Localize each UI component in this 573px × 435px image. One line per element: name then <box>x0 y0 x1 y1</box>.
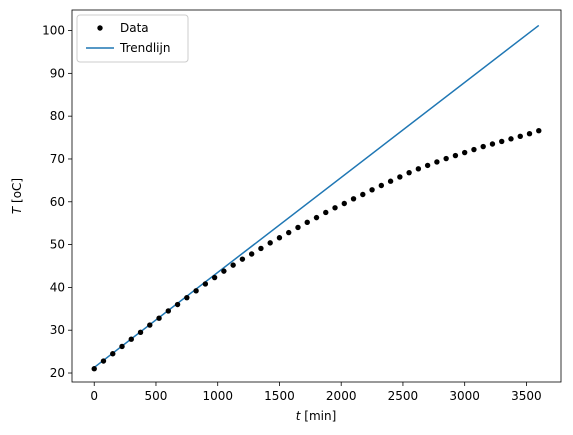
data-point <box>434 159 440 165</box>
data-point <box>480 143 486 150</box>
y-tick-label: 100 <box>42 24 65 38</box>
data-point <box>313 214 320 221</box>
data-point <box>508 136 514 142</box>
legend-marker-data <box>97 25 103 31</box>
plot-frame <box>71 9 562 383</box>
legend-label-data: Data <box>120 21 149 35</box>
data-point <box>239 256 246 262</box>
data-point <box>443 155 449 162</box>
data-point <box>526 131 533 137</box>
data-point <box>304 219 310 226</box>
trendline-layer <box>93 24 540 369</box>
data-point <box>184 294 190 301</box>
data-points-layer <box>91 128 542 372</box>
y-tick-label: 40 <box>50 280 65 294</box>
x-tick-label: 1000 <box>202 389 233 403</box>
x-axis-variable: t <box>296 409 302 423</box>
data-point <box>350 196 357 202</box>
data-point <box>202 281 209 287</box>
data-point <box>471 146 477 153</box>
data-point <box>360 191 366 198</box>
data-point <box>415 166 422 172</box>
x-axis: 0 500 1000 1500 2000 2500 3000 3500 <box>90 382 542 403</box>
data-point <box>258 245 264 252</box>
data-point <box>100 358 107 364</box>
x-tick-label: 3000 <box>449 389 480 403</box>
data-point <box>378 182 385 189</box>
data-point <box>147 322 153 328</box>
y-axis-label: T [oC] <box>10 178 24 214</box>
data-point <box>461 149 468 156</box>
data-point <box>110 351 116 357</box>
data-point <box>221 268 227 274</box>
x-tick-label: 500 <box>145 389 168 403</box>
y-tick-label: 30 <box>50 323 65 337</box>
data-point <box>276 235 283 241</box>
y-tick-label: 50 <box>50 238 65 252</box>
y-tick-label: 20 <box>50 366 65 380</box>
data-point <box>387 178 394 184</box>
data-point <box>267 240 273 246</box>
data-point <box>156 315 162 321</box>
legend-box <box>76 14 189 63</box>
x-tick-label: 3500 <box>511 389 542 403</box>
data-point <box>499 138 505 145</box>
data-point <box>517 133 523 139</box>
x-axis-label: t [min] <box>296 409 337 423</box>
data-point <box>489 141 496 147</box>
data-point <box>230 262 236 268</box>
data-point <box>193 288 199 294</box>
data-point <box>341 200 347 207</box>
x-tick-label: 2000 <box>326 389 357 403</box>
y-tick-label: 80 <box>50 109 65 123</box>
y-tick-label: 60 <box>50 195 65 209</box>
y-tick-label: 70 <box>50 152 65 166</box>
data-point <box>332 205 338 211</box>
x-axis-unit: [min] <box>300 409 336 423</box>
data-point <box>211 274 218 281</box>
data-point <box>174 301 181 308</box>
y-axis: 20 30 40 50 60 70 80 90 100 <box>42 24 72 380</box>
legend-label-trendlijn: Trendlijn <box>119 41 170 55</box>
legend: Data Trendlijn <box>76 14 189 63</box>
data-point <box>165 308 172 314</box>
data-point <box>323 209 329 216</box>
data-point <box>137 329 144 336</box>
data-point <box>406 169 412 176</box>
y-axis-variable: T <box>10 205 24 214</box>
trendline <box>93 24 540 369</box>
data-point <box>424 162 431 169</box>
x-tick-label: 1500 <box>264 389 295 403</box>
data-point <box>248 251 255 257</box>
data-point <box>286 229 292 236</box>
x-tick-label: 2500 <box>388 389 419 403</box>
y-tick-label: 90 <box>50 66 65 80</box>
data-point <box>119 343 125 350</box>
plot-area <box>71 9 562 383</box>
data-point <box>536 128 542 134</box>
y-axis-unit: [oC] <box>10 178 24 207</box>
data-point <box>295 224 301 231</box>
data-point <box>91 366 97 372</box>
data-point <box>397 174 403 180</box>
data-point <box>128 336 134 342</box>
x-tick-label: 0 <box>90 389 98 403</box>
data-point <box>452 152 459 159</box>
data-point <box>369 187 375 193</box>
